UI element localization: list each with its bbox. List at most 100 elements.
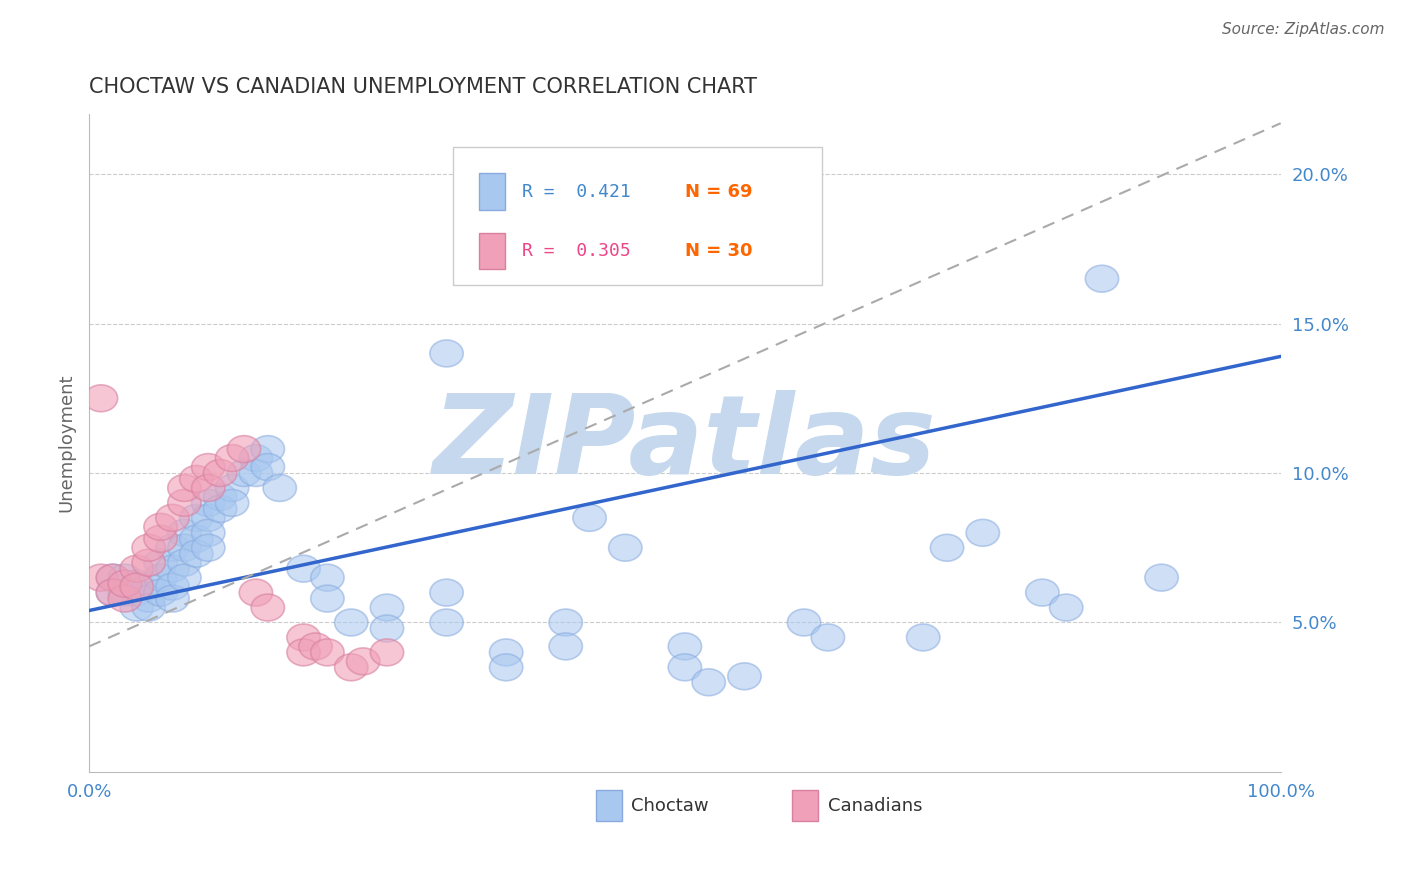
Ellipse shape xyxy=(120,579,153,606)
Ellipse shape xyxy=(287,624,321,651)
Ellipse shape xyxy=(180,466,212,492)
Ellipse shape xyxy=(668,633,702,660)
Ellipse shape xyxy=(204,495,236,523)
Ellipse shape xyxy=(811,624,845,651)
Ellipse shape xyxy=(1026,579,1059,606)
Ellipse shape xyxy=(252,454,284,481)
Ellipse shape xyxy=(489,654,523,681)
Ellipse shape xyxy=(191,504,225,532)
Ellipse shape xyxy=(132,574,166,600)
Ellipse shape xyxy=(370,615,404,642)
Ellipse shape xyxy=(239,579,273,606)
Ellipse shape xyxy=(370,639,404,665)
FancyBboxPatch shape xyxy=(453,147,823,285)
Ellipse shape xyxy=(728,663,761,690)
Ellipse shape xyxy=(430,579,463,606)
Text: N = 69: N = 69 xyxy=(685,183,752,201)
Ellipse shape xyxy=(311,639,344,665)
Text: Canadians: Canadians xyxy=(828,797,922,815)
Ellipse shape xyxy=(548,609,582,636)
Ellipse shape xyxy=(167,534,201,561)
Ellipse shape xyxy=(120,555,153,582)
Ellipse shape xyxy=(108,570,142,597)
Ellipse shape xyxy=(489,161,523,187)
Ellipse shape xyxy=(215,490,249,516)
Ellipse shape xyxy=(263,475,297,501)
Ellipse shape xyxy=(609,251,643,277)
Ellipse shape xyxy=(156,555,190,582)
Ellipse shape xyxy=(143,565,177,591)
Ellipse shape xyxy=(143,579,177,606)
Ellipse shape xyxy=(167,565,201,591)
Ellipse shape xyxy=(120,574,153,600)
Text: ZIPatlas: ZIPatlas xyxy=(433,390,936,497)
Ellipse shape xyxy=(180,525,212,552)
Ellipse shape xyxy=(215,444,249,472)
Text: R =  0.421: R = 0.421 xyxy=(522,183,630,201)
Ellipse shape xyxy=(430,609,463,636)
Text: CHOCTAW VS CANADIAN UNEMPLOYMENT CORRELATION CHART: CHOCTAW VS CANADIAN UNEMPLOYMENT CORRELA… xyxy=(89,78,756,97)
Ellipse shape xyxy=(311,585,344,612)
Ellipse shape xyxy=(572,504,606,532)
Ellipse shape xyxy=(931,534,963,561)
Ellipse shape xyxy=(120,570,153,597)
Ellipse shape xyxy=(489,639,523,665)
Ellipse shape xyxy=(96,565,129,591)
Ellipse shape xyxy=(239,459,273,486)
Ellipse shape xyxy=(1049,594,1083,621)
Ellipse shape xyxy=(787,609,821,636)
FancyBboxPatch shape xyxy=(792,789,818,822)
Ellipse shape xyxy=(108,585,142,612)
Ellipse shape xyxy=(346,648,380,675)
Ellipse shape xyxy=(692,669,725,696)
Ellipse shape xyxy=(132,594,166,621)
Ellipse shape xyxy=(143,525,177,552)
Ellipse shape xyxy=(84,384,118,412)
Ellipse shape xyxy=(966,519,1000,546)
FancyBboxPatch shape xyxy=(478,173,505,210)
Ellipse shape xyxy=(167,475,201,501)
Text: R =  0.305: R = 0.305 xyxy=(522,242,630,260)
Ellipse shape xyxy=(311,565,344,591)
Ellipse shape xyxy=(167,549,201,576)
Text: Source: ZipAtlas.com: Source: ZipAtlas.com xyxy=(1222,22,1385,37)
Ellipse shape xyxy=(335,609,368,636)
Ellipse shape xyxy=(204,459,236,486)
Ellipse shape xyxy=(215,475,249,501)
Ellipse shape xyxy=(548,251,582,277)
Ellipse shape xyxy=(108,565,142,591)
Ellipse shape xyxy=(239,444,273,472)
Ellipse shape xyxy=(370,594,404,621)
Ellipse shape xyxy=(108,579,142,606)
Ellipse shape xyxy=(287,639,321,665)
Text: N = 30: N = 30 xyxy=(685,242,752,260)
Ellipse shape xyxy=(167,519,201,546)
Ellipse shape xyxy=(1085,265,1119,293)
Ellipse shape xyxy=(609,534,643,561)
Ellipse shape xyxy=(335,654,368,681)
Ellipse shape xyxy=(191,519,225,546)
Ellipse shape xyxy=(132,534,166,561)
Ellipse shape xyxy=(156,574,190,600)
Ellipse shape xyxy=(228,435,260,463)
Y-axis label: Unemployment: Unemployment xyxy=(58,374,75,512)
Ellipse shape xyxy=(252,435,284,463)
Ellipse shape xyxy=(191,490,225,516)
Ellipse shape xyxy=(96,579,129,606)
Ellipse shape xyxy=(668,654,702,681)
Ellipse shape xyxy=(548,633,582,660)
Ellipse shape xyxy=(204,483,236,510)
Ellipse shape xyxy=(228,459,260,486)
Ellipse shape xyxy=(191,534,225,561)
Ellipse shape xyxy=(191,454,225,481)
Ellipse shape xyxy=(132,585,166,612)
Ellipse shape xyxy=(1144,565,1178,591)
Ellipse shape xyxy=(180,504,212,532)
Ellipse shape xyxy=(143,549,177,576)
Ellipse shape xyxy=(167,490,201,516)
Ellipse shape xyxy=(299,633,332,660)
Ellipse shape xyxy=(287,555,321,582)
Ellipse shape xyxy=(132,549,166,576)
Ellipse shape xyxy=(156,585,190,612)
Ellipse shape xyxy=(143,514,177,541)
